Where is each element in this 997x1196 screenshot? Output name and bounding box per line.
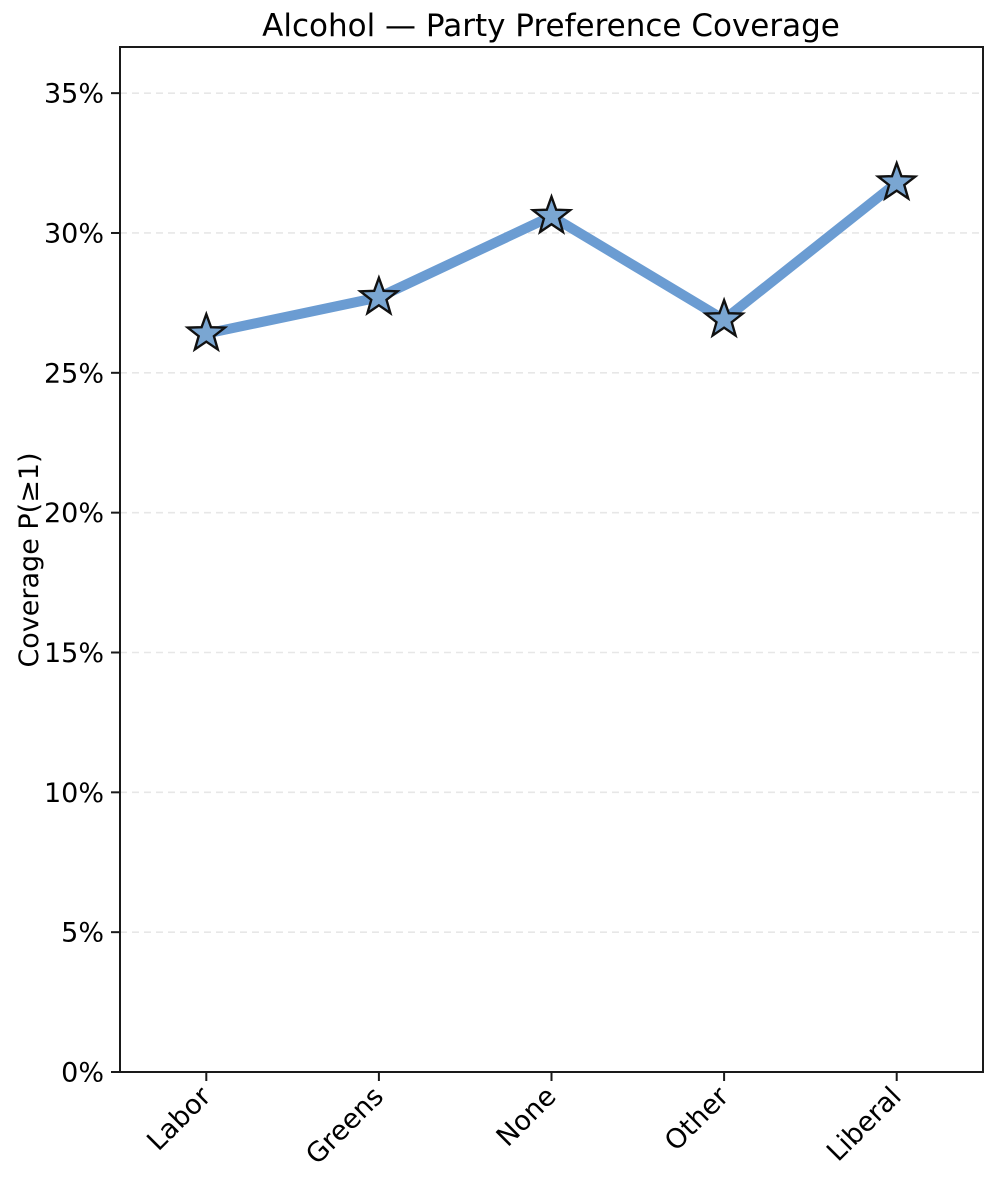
y-axis-label: Coverage P(≥1) [14,452,45,667]
y-tick-label: 30% [44,218,104,249]
data-point-marker [529,193,574,235]
x-axis-ticks: Labor Greens None Other Liberal [141,1072,908,1171]
x-tick-label: Greens [300,1081,390,1171]
data-point-marker [184,310,229,353]
data-point-marker [874,159,919,202]
y-tick-label: 15% [44,638,104,669]
y-tick-label: 5% [61,918,104,949]
y-tick-label: 10% [44,778,104,809]
data-series [184,159,919,353]
y-tick-label: 35% [44,79,104,110]
y-tick-label: 20% [44,498,104,529]
x-tick-label: None [491,1081,563,1153]
y-axis-ticks: 0% 5% 10% 15% 20% 25% 30% 35% [44,79,120,1089]
y-tick-label: 0% [61,1058,104,1089]
data-point-marker [356,274,401,316]
x-tick-label: Other [659,1080,736,1157]
data-point-marker [702,296,747,339]
chart-title: Alcohol — Party Preference Coverage [262,8,840,44]
x-tick-label: Labor [141,1080,218,1157]
y-tick-label: 25% [44,358,104,389]
x-tick-label: Liberal [821,1081,908,1168]
